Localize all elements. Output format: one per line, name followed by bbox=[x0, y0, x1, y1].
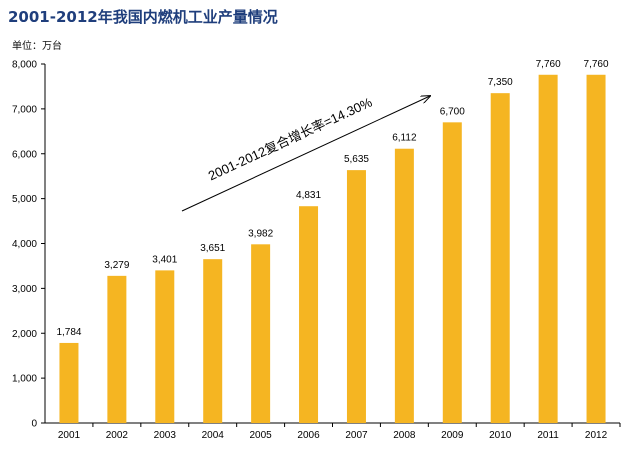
data-label-2007: 5,635 bbox=[344, 154, 369, 165]
bar-2007 bbox=[346, 170, 366, 423]
x-tick-label: 2010 bbox=[489, 430, 512, 441]
bar-2002 bbox=[107, 275, 127, 423]
x-tick-label: 2006 bbox=[297, 430, 320, 441]
data-label-2004: 3,651 bbox=[200, 243, 225, 254]
bar-2006 bbox=[299, 206, 319, 423]
x-tick-label: 2008 bbox=[393, 430, 416, 441]
bars: 1,784 3,279 3,401 3,651 3,982 4,831 5,635 6,112… bbox=[56, 59, 609, 424]
bar-2012 bbox=[586, 74, 606, 424]
y-axis: 0 1,000 2,000 3,000 4,000 5,000 6,000 7,000 8,00… bbox=[12, 60, 46, 430]
bar-2003 bbox=[155, 270, 175, 423]
data-label-2009: 6,700 bbox=[440, 106, 465, 117]
x-tick-label: 2011 bbox=[537, 430, 559, 441]
bar-2001 bbox=[59, 342, 79, 423]
growth-arrow bbox=[181, 96, 430, 212]
y-tick-label: 0 bbox=[31, 419, 37, 430]
y-tick-label: 4,000 bbox=[12, 239, 37, 250]
y-tick-label: 2,000 bbox=[12, 329, 37, 340]
data-label-2010: 7,350 bbox=[488, 77, 513, 88]
y-tick-label: 3,000 bbox=[12, 284, 37, 295]
y-tick-label: 7,000 bbox=[12, 104, 37, 115]
x-tick-label: 2004 bbox=[202, 430, 225, 441]
data-label-2002: 3,279 bbox=[104, 260, 129, 271]
x-tick-label: 2007 bbox=[345, 430, 368, 441]
data-label-2005: 3,982 bbox=[248, 228, 273, 239]
data-label-2011: 7,760 bbox=[536, 59, 561, 70]
y-tick-label: 8,000 bbox=[12, 60, 37, 71]
x-tick-label: 2005 bbox=[250, 430, 273, 441]
x-tick-label: 2012 bbox=[585, 430, 608, 441]
x-axis: 2001 2002 2003 2004 2005 2006 2007 2008 2009 2010… bbox=[45, 422, 621, 441]
data-label-2001: 1,784 bbox=[56, 327, 81, 338]
y-tick-label: 6,000 bbox=[12, 149, 37, 160]
bar-2010 bbox=[490, 93, 510, 423]
x-tick-label: 2003 bbox=[154, 430, 177, 441]
y-tick-label: 5,000 bbox=[12, 194, 37, 205]
x-tick-label: 2002 bbox=[106, 430, 129, 441]
growth-annotation-text: 2001-2012复合增长率=14.30% bbox=[206, 94, 375, 183]
bar-2009 bbox=[442, 122, 462, 424]
bar-2004 bbox=[203, 259, 223, 423]
unit-label: 单位：万台 bbox=[12, 41, 62, 52]
data-label-2012: 7,760 bbox=[584, 59, 609, 70]
data-label-2008: 6,112 bbox=[392, 133, 417, 144]
data-label-2006: 4,831 bbox=[296, 190, 321, 201]
bar-2008 bbox=[394, 148, 414, 423]
x-tick-label: 2009 bbox=[441, 430, 464, 441]
x-tick-label: 2001 bbox=[58, 430, 81, 441]
data-label-2003: 3,401 bbox=[152, 254, 177, 265]
y-tick-label: 1,000 bbox=[12, 374, 37, 385]
bar-2011 bbox=[538, 74, 558, 424]
chart-title: 2001-2012年我国内燃机工业产量情况 bbox=[8, 8, 278, 26]
bar-2005 bbox=[251, 244, 271, 423]
